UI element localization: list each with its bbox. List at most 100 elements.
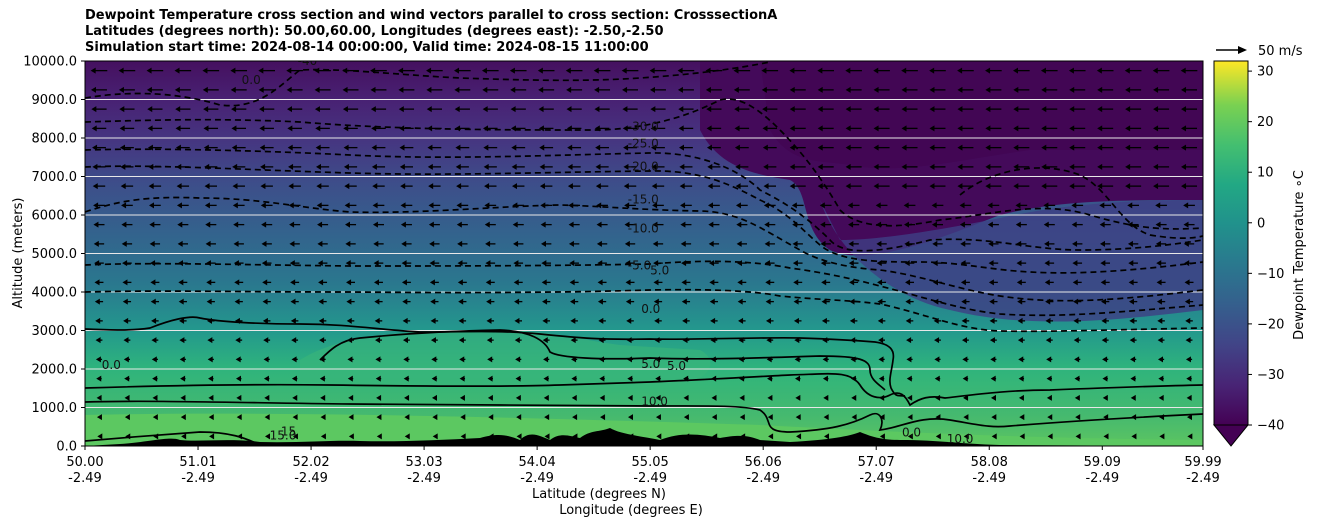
wind-arrow bbox=[122, 260, 132, 267]
wind-arrow bbox=[709, 298, 718, 305]
wind-arrow bbox=[486, 298, 495, 305]
wind-arrow bbox=[1072, 279, 1082, 286]
contour-label: 0.0 bbox=[902, 425, 921, 439]
wind-arrow bbox=[929, 67, 946, 74]
wind-arrow bbox=[655, 394, 661, 401]
wind-arrow bbox=[1041, 125, 1058, 132]
wind-arrow bbox=[174, 67, 192, 74]
wind-arrow bbox=[262, 317, 271, 324]
wind-arrow bbox=[763, 183, 776, 190]
wind-arrow bbox=[1100, 260, 1110, 267]
wind-arrow bbox=[459, 356, 466, 363]
terrain bbox=[85, 428, 1203, 446]
wind-arrow bbox=[599, 394, 605, 401]
wind-arrow bbox=[650, 125, 666, 132]
wind-arrow bbox=[849, 298, 858, 305]
wind-arrow bbox=[653, 260, 663, 267]
wind-arrow bbox=[1158, 356, 1165, 363]
wind-arrow bbox=[348, 433, 354, 440]
wind-arrow bbox=[119, 125, 135, 132]
contour-label: 10.0 bbox=[947, 432, 974, 446]
wind-arrow bbox=[623, 144, 637, 151]
wind-arrow bbox=[1153, 86, 1170, 93]
wind-arrow bbox=[208, 394, 214, 401]
wind-arrow bbox=[792, 240, 803, 247]
wind-arrow bbox=[346, 317, 355, 324]
wind-arrow bbox=[486, 317, 495, 324]
wind-arrow bbox=[905, 279, 914, 286]
wind-arrow bbox=[1153, 163, 1170, 170]
wind-arrow bbox=[487, 375, 493, 382]
wind-arrow bbox=[963, 394, 969, 401]
wind-arrow bbox=[822, 337, 830, 344]
wind-arrow bbox=[568, 202, 580, 209]
quiver-key: 50 m/s bbox=[1216, 44, 1303, 59]
wind-arrow bbox=[371, 125, 386, 132]
contour-15 bbox=[85, 431, 259, 445]
wind-arrow bbox=[762, 144, 777, 151]
wind-arrow bbox=[626, 317, 634, 324]
wind-arrow bbox=[400, 183, 413, 190]
wind-arrow bbox=[764, 240, 775, 247]
wind-arrow bbox=[962, 375, 969, 382]
wind-arrow bbox=[542, 337, 550, 344]
wind-arrow bbox=[821, 298, 830, 305]
wind-arrow bbox=[292, 433, 298, 440]
wind-arrow bbox=[510, 125, 526, 132]
wind-arrow bbox=[314, 86, 331, 93]
wind-arrow bbox=[152, 414, 158, 421]
wind-arrow bbox=[1155, 202, 1167, 209]
wind-arrow bbox=[1125, 106, 1142, 113]
wind-arrow bbox=[94, 260, 104, 267]
wind-arrow bbox=[512, 221, 524, 228]
wind-arrow bbox=[1073, 317, 1081, 324]
contour-label: 5.0 bbox=[667, 359, 686, 373]
wind-arrow bbox=[319, 356, 326, 363]
wind-arrow bbox=[1155, 221, 1167, 228]
wind-arrow bbox=[957, 183, 974, 190]
wind-arrow bbox=[624, 240, 636, 247]
wind-arrow bbox=[204, 183, 217, 190]
wind-arrow bbox=[679, 144, 693, 151]
wind-arrow bbox=[180, 414, 186, 421]
wind-arrow bbox=[93, 202, 105, 209]
wind-arrow bbox=[319, 337, 326, 344]
wind-arrow bbox=[1158, 394, 1164, 401]
colorbar-tick-label: 0 bbox=[1257, 216, 1265, 231]
colorbar-body bbox=[1213, 60, 1249, 426]
wind-arrow bbox=[317, 240, 328, 247]
wind-arrow bbox=[178, 260, 188, 267]
wind-arrow bbox=[314, 67, 331, 74]
wind-arrow bbox=[569, 260, 579, 267]
wind-arrow bbox=[935, 414, 941, 421]
wind-arrow bbox=[1183, 202, 1195, 209]
contour-label: -20.0 bbox=[628, 160, 659, 174]
wind-arrow bbox=[147, 144, 162, 151]
x-axis-label-2: Longitude (degrees E) bbox=[559, 503, 703, 518]
wind-arrow bbox=[792, 221, 804, 228]
wind-arrow bbox=[1016, 279, 1026, 286]
wind-arrow bbox=[345, 221, 357, 228]
wind-arrow bbox=[152, 394, 158, 401]
wind-arrow bbox=[1073, 337, 1081, 344]
wind-arrow bbox=[286, 86, 303, 93]
wind-arrow bbox=[679, 183, 693, 190]
wind-arrow bbox=[542, 317, 550, 324]
wind-arrow bbox=[209, 433, 215, 440]
wind-arrow bbox=[628, 414, 633, 421]
wind-arrow bbox=[1186, 394, 1192, 401]
wind-arrow bbox=[372, 221, 384, 228]
wind-arrow bbox=[236, 394, 242, 401]
wind-arrow bbox=[95, 317, 103, 324]
wind-arrow bbox=[1041, 106, 1058, 113]
wind-arrow bbox=[152, 375, 158, 382]
wind-arrow bbox=[653, 298, 663, 305]
wind-arrow bbox=[655, 414, 661, 421]
wind-vectors bbox=[90, 67, 1198, 440]
wind-arrow bbox=[91, 86, 107, 93]
wind-arrow bbox=[93, 240, 105, 247]
wind-arrow bbox=[1044, 260, 1055, 267]
wind-arrow bbox=[371, 163, 386, 170]
y-tick-label: 0.0 bbox=[56, 440, 77, 455]
wind-arrow bbox=[320, 394, 326, 401]
